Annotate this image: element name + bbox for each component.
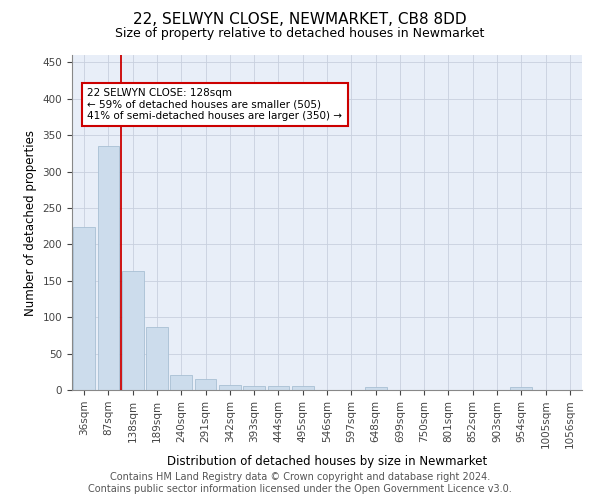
Bar: [365, 387, 386, 390]
Text: 22 SELWYN CLOSE: 128sqm
← 59% of detached houses are smaller (505)
41% of semi-d: 22 SELWYN CLOSE: 128sqm ← 59% of detache…: [88, 88, 342, 121]
Bar: [292, 386, 314, 390]
Y-axis label: Number of detached properties: Number of detached properties: [24, 130, 37, 316]
Text: 22, SELWYN CLOSE, NEWMARKET, CB8 8DD: 22, SELWYN CLOSE, NEWMARKET, CB8 8DD: [133, 12, 467, 28]
Bar: [268, 386, 289, 390]
Bar: [219, 385, 241, 390]
Bar: [97, 146, 119, 390]
Bar: [146, 326, 168, 390]
Text: Contains HM Land Registry data © Crown copyright and database right 2024.
Contai: Contains HM Land Registry data © Crown c…: [88, 472, 512, 494]
Bar: [122, 270, 143, 390]
Bar: [511, 387, 532, 390]
Bar: [170, 376, 192, 390]
Bar: [243, 386, 265, 390]
X-axis label: Distribution of detached houses by size in Newmarket: Distribution of detached houses by size …: [167, 456, 487, 468]
Bar: [73, 227, 95, 390]
Bar: [194, 379, 217, 390]
Text: Size of property relative to detached houses in Newmarket: Size of property relative to detached ho…: [115, 28, 485, 40]
